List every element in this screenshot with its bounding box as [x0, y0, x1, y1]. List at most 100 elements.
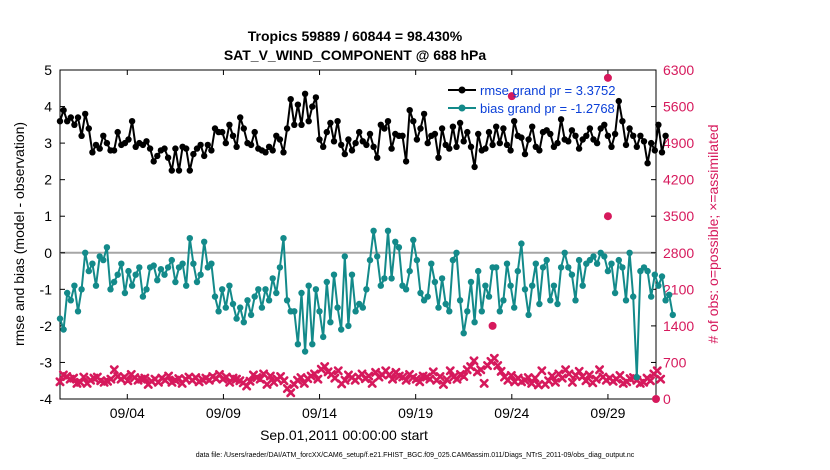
bias-point: [482, 282, 489, 289]
bias-point: [554, 300, 561, 308]
bias-point: [666, 291, 673, 298]
obs-possible-point: [603, 73, 612, 82]
rmse-point: [283, 125, 291, 132]
bias-point: [539, 264, 547, 271]
bias-point: [630, 293, 637, 300]
obs-assimilated-point: [401, 375, 411, 385]
bias-point: [475, 267, 482, 275]
obs-assimilated-point: [530, 373, 540, 383]
rmse-point: [78, 132, 85, 139]
legend-rmse-marker: [458, 86, 466, 94]
obs-assimilated-point: [584, 370, 594, 380]
rmse-point: [280, 149, 287, 156]
rmse-point: [219, 128, 226, 136]
bias-point: [269, 275, 276, 282]
bias-point: [622, 297, 630, 304]
bias-point: [417, 289, 424, 297]
obs-assimilated-point: [459, 372, 469, 382]
rmse-point: [222, 139, 229, 147]
obs-assimilated-point: [286, 388, 296, 398]
obs-assimilated-point: [164, 371, 174, 381]
bias-point: [222, 304, 229, 311]
bias-point: [514, 267, 521, 275]
bias-point: [82, 249, 89, 256]
bias-point: [89, 260, 96, 267]
y2-tick-label: 6300: [663, 62, 694, 78]
bias-point: [669, 311, 676, 319]
bias-point: [464, 308, 471, 315]
bias-point: [255, 286, 262, 293]
rmse-point: [399, 132, 406, 139]
bias-series: [56, 227, 676, 381]
bias-point: [240, 319, 247, 326]
rmse-point: [154, 152, 161, 160]
bias-point: [161, 271, 168, 278]
rmse-point: [67, 114, 75, 121]
rmse-point: [420, 110, 428, 118]
bias-point: [247, 311, 255, 319]
rmse-point: [496, 139, 503, 147]
rmse-point: [633, 143, 640, 150]
x-tick-label: 09/29: [590, 405, 625, 421]
rmse-point: [460, 138, 467, 145]
bias-point: [413, 256, 421, 264]
bias-point: [312, 286, 320, 293]
rmse-point: [294, 101, 302, 108]
bias-point: [374, 253, 381, 260]
bias-point: [662, 297, 669, 304]
rmse-point: [374, 154, 381, 161]
rmse-point: [197, 141, 204, 149]
bias-point: [74, 308, 82, 315]
rmse-point: [143, 138, 150, 145]
rmse-point: [431, 130, 439, 138]
obs-possible-point: [507, 92, 516, 101]
y2-tick-label: 0: [663, 391, 671, 407]
bias-point: [460, 330, 467, 337]
rmse-point: [565, 138, 572, 145]
bias-point: [118, 260, 125, 267]
x-tick-label: 09/24: [494, 405, 529, 421]
bias-point: [604, 267, 612, 275]
rmse-point: [662, 132, 669, 139]
obs-assimilated-point: [652, 366, 662, 376]
bias-point: [265, 297, 273, 304]
bias-point: [572, 297, 579, 304]
bias-point: [619, 264, 626, 271]
bias-point: [579, 282, 586, 289]
rmse-point: [648, 139, 655, 147]
legend-bias-marker: [458, 104, 466, 112]
bias-point: [525, 311, 532, 319]
bias-point: [611, 289, 619, 297]
rmse-point: [348, 147, 356, 154]
obs-assimilated-point: [313, 374, 323, 384]
obs-assimilated-point: [656, 374, 666, 384]
x-tick-label: 09/04: [110, 405, 145, 421]
obs-possible-series: [488, 73, 660, 403]
rmse-point: [475, 130, 482, 138]
bias-point: [478, 308, 485, 315]
obs-assimilated-point: [279, 376, 289, 386]
obs-assimilated-point: [479, 378, 489, 388]
rmse-point: [464, 128, 471, 136]
rmse-point: [381, 125, 388, 132]
bias-point: [511, 304, 518, 311]
rmse-point: [204, 141, 211, 149]
y2-tick-label: 4900: [663, 135, 694, 151]
y-tick-label: 2: [44, 172, 52, 188]
bias-point: [273, 289, 280, 297]
x-tick-label: 09/14: [302, 405, 337, 421]
rmse-point: [637, 132, 644, 139]
rmse-point: [619, 118, 626, 125]
bias-point: [381, 275, 388, 282]
y-tick-label: 1: [44, 208, 52, 224]
rmse-point: [500, 125, 507, 132]
obs-assimilated-point: [442, 375, 452, 385]
bias-point: [186, 235, 193, 242]
bias-point: [384, 227, 392, 234]
bias-point: [565, 264, 572, 271]
rmse-point: [247, 141, 255, 149]
y-tick-label: 0: [44, 245, 52, 261]
rmse-point: [226, 121, 233, 128]
rmse-point: [262, 149, 269, 156]
rmse-point: [482, 145, 489, 152]
